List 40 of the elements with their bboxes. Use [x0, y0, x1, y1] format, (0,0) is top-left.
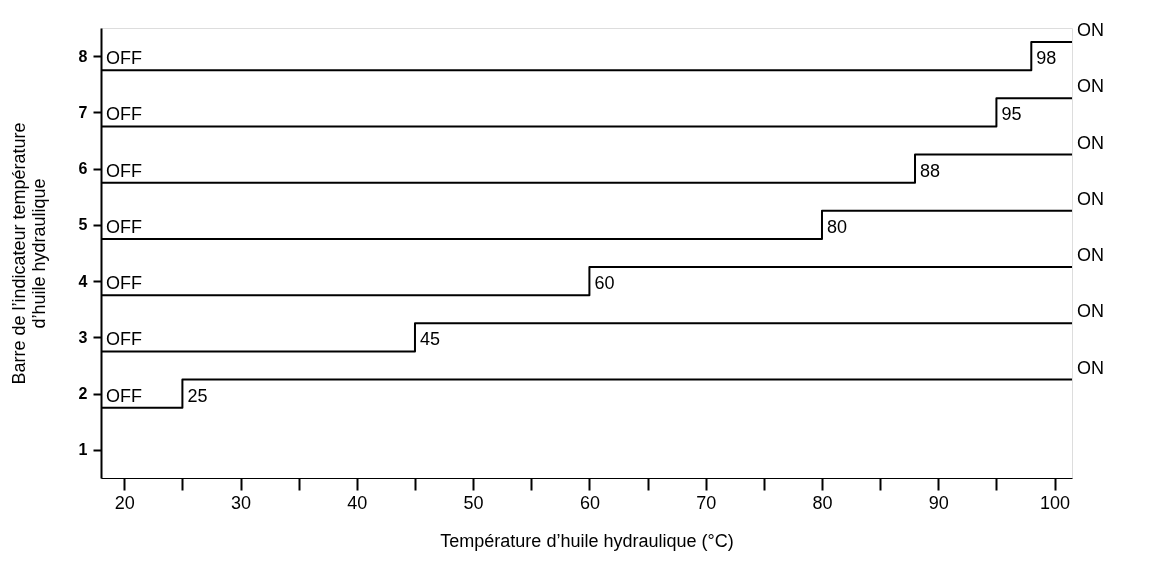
- y-tick-label: 2: [78, 385, 88, 403]
- annotation: ON: [1077, 245, 1104, 266]
- x-tick-label: 40: [347, 492, 368, 513]
- annotation: OFF: [106, 48, 142, 69]
- y-tick-label: 3: [78, 328, 88, 346]
- x-tick-label: 50: [463, 492, 484, 513]
- y-axis-title: Barre de l’indicateur température d’huile hydraulique: [8, 122, 49, 385]
- annotation: ON: [1077, 188, 1104, 209]
- annotation: OFF: [106, 104, 142, 125]
- annotation: ON: [1077, 132, 1104, 153]
- x-tick-label: 20: [114, 492, 135, 513]
- y-tick-label: 4: [78, 272, 88, 290]
- annotation: OFF: [106, 160, 142, 181]
- annotation: 95: [1001, 104, 1022, 125]
- annotation: ON: [1077, 76, 1104, 97]
- annotation: 25: [187, 385, 208, 406]
- annotation: OFF: [106, 216, 142, 237]
- annotation: 98: [1036, 48, 1057, 69]
- y-tick-label: 6: [78, 160, 88, 178]
- y-tick-label: 1: [78, 441, 88, 459]
- x-tick-label: 90: [928, 492, 949, 513]
- annotation: OFF: [106, 385, 142, 406]
- annotation: OFF: [106, 329, 142, 350]
- x-tick-label: 100: [1040, 492, 1071, 513]
- x-tick-label: 80: [812, 492, 833, 513]
- annotation: ON: [1077, 20, 1104, 41]
- annotation: 60: [594, 273, 615, 294]
- annotation: 45: [419, 329, 441, 350]
- x-tick-label: 30: [231, 492, 252, 513]
- annotation: ON: [1077, 357, 1104, 378]
- annotation: OFF: [106, 273, 142, 294]
- annotation: 88: [920, 160, 941, 181]
- x-axis-title: Température d’huile hydraulique (°C): [440, 530, 734, 551]
- annotation: ON: [1077, 301, 1104, 322]
- y-tick-label: 7: [78, 103, 88, 121]
- x-tick-label: 70: [696, 492, 717, 513]
- annotation: 80: [826, 216, 848, 237]
- y-tick-label: 5: [78, 216, 88, 234]
- y-tick-label: 8: [78, 47, 88, 65]
- x-tick-label: 60: [579, 492, 600, 513]
